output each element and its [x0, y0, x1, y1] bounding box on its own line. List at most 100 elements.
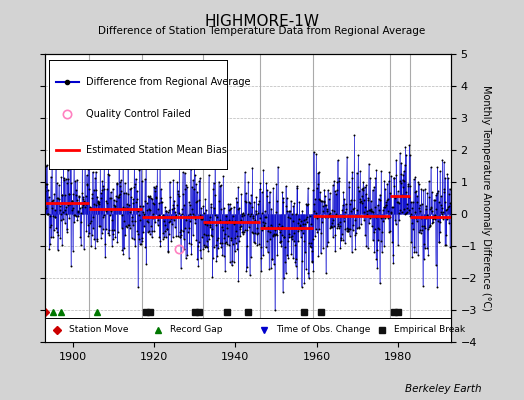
- Point: [64, 201, 72, 208]
- Point: [79, 201, 88, 208]
- Point: [257, 255, 265, 262]
- Point: [91, 202, 100, 208]
- Point: [374, 224, 382, 231]
- Point: [212, 257, 221, 264]
- Point: [255, 186, 264, 193]
- Point: [398, 192, 406, 198]
- Point: [125, 222, 134, 228]
- Point: [230, 259, 238, 265]
- Point: [103, 186, 111, 192]
- Point: [303, 185, 312, 192]
- Point: [59, 216, 67, 222]
- Point: [370, 226, 379, 232]
- Point: [231, 218, 239, 224]
- Point: [52, 200, 60, 206]
- Point: [277, 223, 286, 229]
- Point: [175, 162, 183, 168]
- Point: [337, 213, 346, 220]
- Point: [296, 199, 304, 205]
- Point: [384, 195, 392, 202]
- Point: [277, 242, 286, 249]
- Point: [97, 190, 105, 197]
- Point: [172, 232, 180, 239]
- Point: [281, 244, 289, 250]
- Point: [358, 187, 367, 193]
- Point: [227, 262, 236, 268]
- Point: [369, 229, 378, 236]
- Point: [248, 214, 257, 221]
- Point: [170, 224, 179, 230]
- Point: [106, 194, 114, 201]
- Point: [274, 224, 282, 230]
- Point: [216, 182, 225, 189]
- Point: [235, 238, 243, 244]
- Point: [252, 211, 260, 217]
- Point: [391, 221, 400, 228]
- Point: [430, 196, 439, 203]
- Point: [245, 272, 254, 278]
- Point: [115, 114, 123, 120]
- Point: [53, 247, 62, 253]
- Point: [183, 228, 192, 235]
- Point: [358, 200, 366, 207]
- Point: [352, 169, 361, 176]
- Point: [397, 171, 406, 178]
- Point: [202, 207, 210, 213]
- Point: [206, 222, 214, 228]
- Point: [54, 232, 62, 238]
- Point: [147, 194, 155, 201]
- Point: [352, 213, 361, 220]
- Point: [286, 208, 294, 214]
- Point: [195, 178, 203, 184]
- Point: [103, 171, 112, 178]
- Point: [268, 233, 277, 240]
- Point: [224, 233, 232, 239]
- Point: [111, 205, 119, 211]
- Point: [45, 246, 53, 252]
- Point: [144, 229, 152, 235]
- Point: [233, 199, 241, 205]
- Point: [387, 209, 396, 215]
- Point: [199, 245, 207, 252]
- Point: [211, 211, 219, 218]
- Point: [184, 214, 192, 220]
- Y-axis label: Monthly Temperature Anomaly Difference (°C): Monthly Temperature Anomaly Difference (…: [481, 85, 491, 311]
- Point: [121, 232, 129, 238]
- Point: [413, 252, 422, 258]
- Point: [100, 212, 108, 218]
- Point: [175, 210, 183, 216]
- Point: [235, 224, 244, 230]
- Point: [382, 199, 390, 205]
- Text: HIGHMORE-1W: HIGHMORE-1W: [204, 14, 320, 29]
- Point: [369, 237, 377, 244]
- Point: [224, 201, 232, 207]
- Point: [228, 258, 236, 264]
- Point: [422, 202, 431, 209]
- Point: [256, 244, 265, 250]
- Point: [188, 232, 196, 238]
- Point: [432, 190, 441, 196]
- Point: [85, 230, 94, 236]
- Point: [90, 236, 99, 242]
- Point: [401, 210, 410, 216]
- Point: [236, 217, 245, 223]
- Point: [129, 200, 137, 206]
- Point: [316, 250, 325, 256]
- Point: [190, 172, 199, 178]
- Point: [79, 194, 87, 200]
- Point: [357, 186, 366, 192]
- Point: [385, 169, 394, 176]
- Point: [380, 214, 389, 221]
- Point: [319, 208, 327, 214]
- Point: [374, 237, 383, 243]
- Point: [395, 210, 403, 216]
- Point: [192, 237, 201, 244]
- Point: [228, 212, 237, 219]
- Point: [436, 218, 444, 225]
- Point: [295, 226, 303, 232]
- Point: [202, 232, 211, 238]
- Point: [383, 197, 391, 203]
- Point: [145, 228, 153, 234]
- Point: [356, 168, 364, 174]
- Point: [403, 201, 412, 207]
